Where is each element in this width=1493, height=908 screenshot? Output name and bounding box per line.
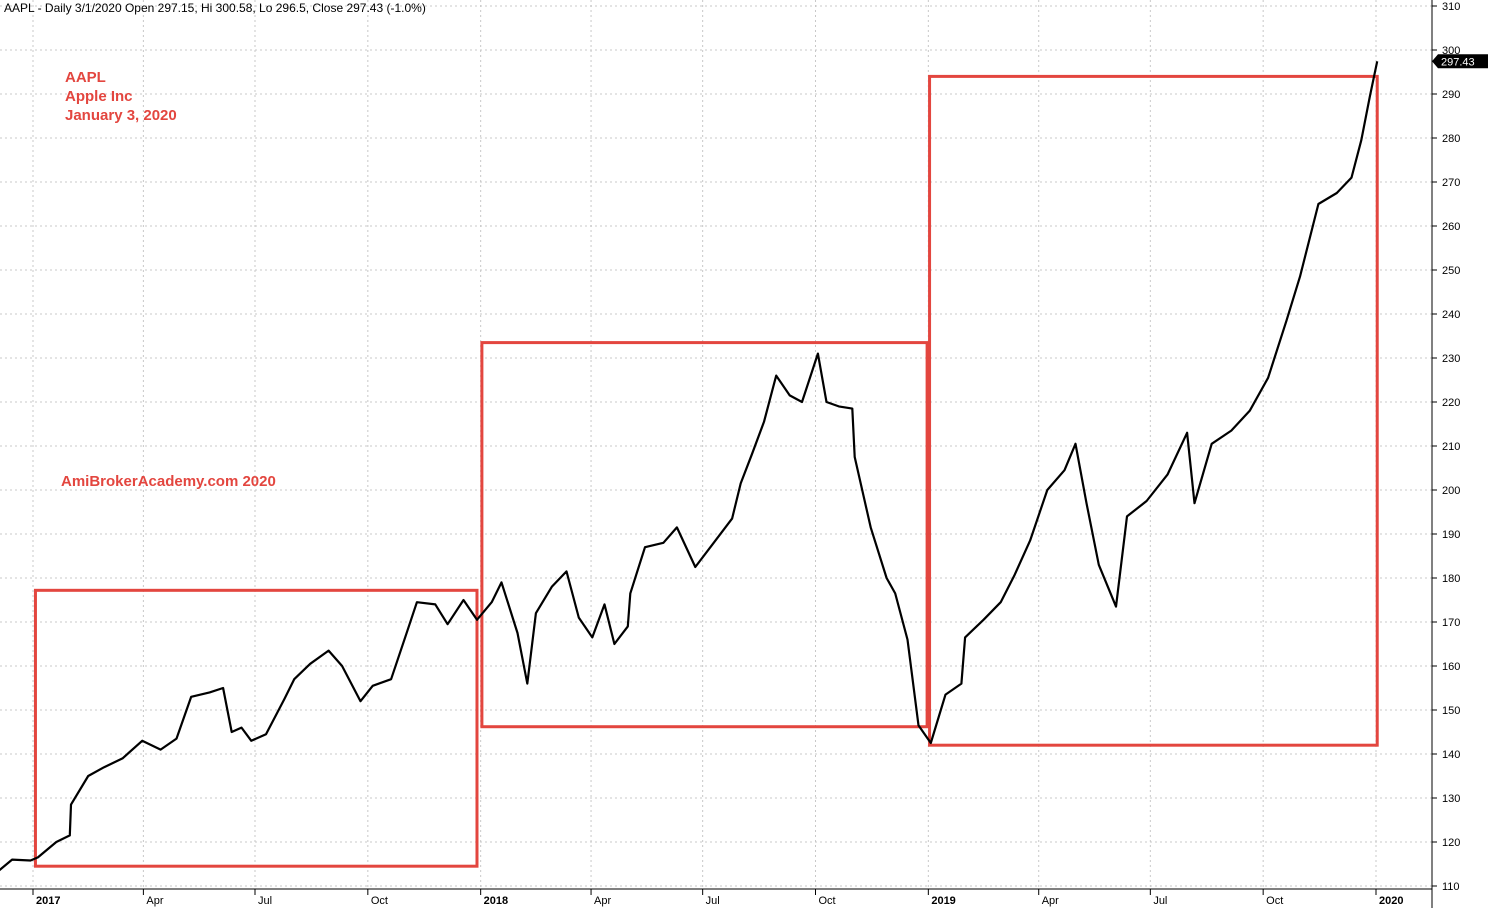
y-tick-label: 190 — [1442, 529, 1460, 541]
chart-header-info: AAPL - Daily 3/1/2020 Open 297.15, Hi 30… — [4, 1, 426, 15]
y-tick-label: 230 — [1442, 353, 1460, 365]
y-tick-label: 260 — [1442, 221, 1460, 233]
y-tick-label: 130 — [1442, 793, 1460, 805]
y-tick-label: 220 — [1442, 397, 1460, 409]
y-tick-label: 270 — [1442, 177, 1460, 189]
x-tick-label: Oct — [818, 895, 835, 907]
symbol-annotation: AAPL — [65, 69, 106, 86]
last-price-tag: 297.43 — [1432, 54, 1488, 69]
y-tick-label: 300 — [1442, 45, 1460, 57]
price-line — [0, 61, 1379, 872]
y-tick-label: 280 — [1442, 133, 1460, 145]
y-tick-label: 110 — [1442, 881, 1460, 893]
watermark-annotation: AmiBrokerAcademy.com 2020 — [61, 473, 276, 490]
x-tick-label: Jul — [1153, 895, 1167, 907]
x-tick-label: Jul — [706, 895, 720, 907]
x-tick-label: 2020 — [1379, 895, 1403, 907]
last-price-label: 297.43 — [1441, 56, 1475, 68]
x-tick-label: Jul — [258, 895, 272, 907]
y-tick-label: 140 — [1442, 749, 1460, 761]
x-tick-label: Apr — [146, 895, 163, 907]
x-tick-label: Oct — [371, 895, 388, 907]
x-tick-label: Apr — [594, 895, 611, 907]
range-box — [928, 74, 1379, 747]
horizontal-gridlines — [0, 5, 1432, 887]
x-tick-label: Apr — [1042, 895, 1059, 907]
y-axis: 110 120 130 140 150 160 170 180 190 200 210 220 230 2… — [1431, 0, 1460, 908]
y-tick-label: 310 — [1442, 1, 1460, 13]
x-tick-label: 2017 — [36, 895, 60, 907]
y-tick-label: 240 — [1442, 309, 1460, 321]
y-tick-label: 170 — [1442, 617, 1460, 629]
y-tick-label: 120 — [1442, 837, 1460, 849]
range-boxes — [33, 74, 1379, 868]
x-tick-label: 2018 — [484, 895, 508, 907]
last-price-tag-bg — [1432, 54, 1488, 69]
y-tick-label: 210 — [1442, 441, 1460, 453]
vertical-gridlines — [32, 0, 1377, 889]
company-annotation: Apple Inc — [65, 88, 133, 105]
y-tick-label: 150 — [1442, 705, 1460, 717]
y-tick-label: 250 — [1442, 265, 1460, 277]
x-tick-label: Oct — [1266, 895, 1283, 907]
y-tick-label: 160 — [1442, 661, 1460, 673]
range-box — [33, 588, 479, 868]
x-axis: 2017 Apr Jul Oct 2018 Apr Jul Oct 2019 Apr Jul Oct 2… — [0, 888, 1432, 907]
y-tick-label: 200 — [1442, 485, 1460, 497]
price-series — [0, 61, 1379, 872]
x-tick-label: 2019 — [931, 895, 955, 907]
range-box — [480, 341, 929, 729]
date-annotation: January 3, 2020 — [65, 107, 177, 124]
y-tick-label: 180 — [1442, 573, 1460, 585]
y-tick-label: 290 — [1442, 89, 1460, 101]
